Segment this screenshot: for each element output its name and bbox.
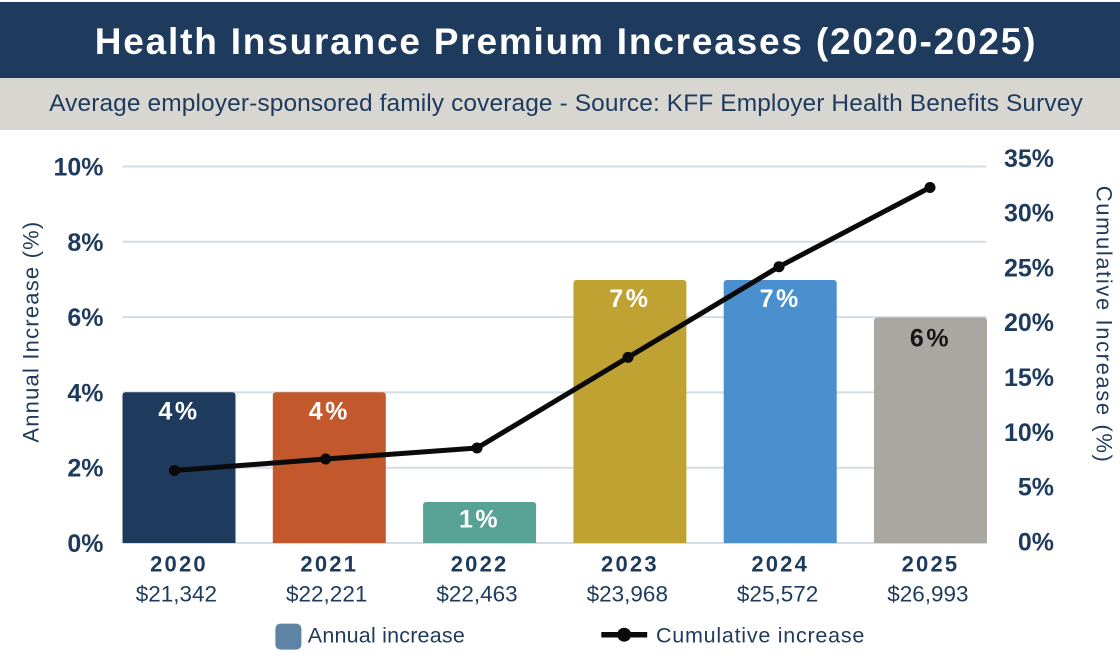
svg-text:$22,463: $22,463 bbox=[436, 581, 517, 606]
svg-text:2023: 2023 bbox=[601, 551, 659, 576]
svg-text:0%: 0% bbox=[1018, 528, 1054, 556]
svg-text:30%: 30% bbox=[1004, 200, 1054, 228]
svg-text:Annual Increase (%): Annual Increase (%) bbox=[19, 221, 44, 443]
svg-text:$21,342: $21,342 bbox=[136, 581, 217, 606]
svg-text:4%: 4% bbox=[158, 397, 199, 425]
svg-text:15%: 15% bbox=[1004, 364, 1054, 392]
svg-text:Cumulative Increase (%): Cumulative Increase (%) bbox=[1091, 186, 1116, 464]
svg-text:5%: 5% bbox=[1018, 474, 1054, 502]
svg-text:2020: 2020 bbox=[150, 551, 208, 576]
svg-text:Health Insurance Premium Incre: Health Insurance Premium Increases (2020… bbox=[95, 21, 1037, 62]
svg-text:35%: 35% bbox=[1004, 145, 1054, 173]
svg-text:20%: 20% bbox=[1004, 309, 1054, 337]
svg-text:2024: 2024 bbox=[751, 551, 809, 576]
svg-text:2021: 2021 bbox=[300, 551, 358, 576]
svg-text:$26,993: $26,993 bbox=[887, 581, 968, 606]
svg-text:6%: 6% bbox=[910, 325, 951, 353]
svg-text:$23,968: $23,968 bbox=[587, 581, 668, 606]
svg-text:Annual increase: Annual increase bbox=[308, 623, 465, 647]
svg-text:10%: 10% bbox=[1004, 419, 1054, 447]
svg-text:1%: 1% bbox=[459, 505, 500, 533]
svg-text:0%: 0% bbox=[67, 530, 103, 558]
svg-text:Average employer-sponsored fam: Average employer-sponsored family covera… bbox=[49, 90, 1083, 117]
svg-text:7%: 7% bbox=[609, 285, 650, 313]
svg-text:4%: 4% bbox=[67, 379, 103, 407]
svg-text:25%: 25% bbox=[1004, 254, 1054, 282]
svg-text:$25,572: $25,572 bbox=[737, 581, 818, 606]
svg-text:6%: 6% bbox=[67, 304, 103, 332]
svg-text:Cumulative increase: Cumulative increase bbox=[656, 623, 865, 647]
svg-text:2%: 2% bbox=[67, 455, 103, 483]
svg-text:7%: 7% bbox=[760, 285, 801, 313]
svg-text:10%: 10% bbox=[53, 154, 103, 182]
svg-text:4%: 4% bbox=[309, 397, 350, 425]
svg-text:2025: 2025 bbox=[902, 551, 960, 576]
svg-text:8%: 8% bbox=[67, 229, 103, 257]
svg-text:2022: 2022 bbox=[451, 551, 509, 576]
svg-text:$22,221: $22,221 bbox=[286, 581, 367, 606]
